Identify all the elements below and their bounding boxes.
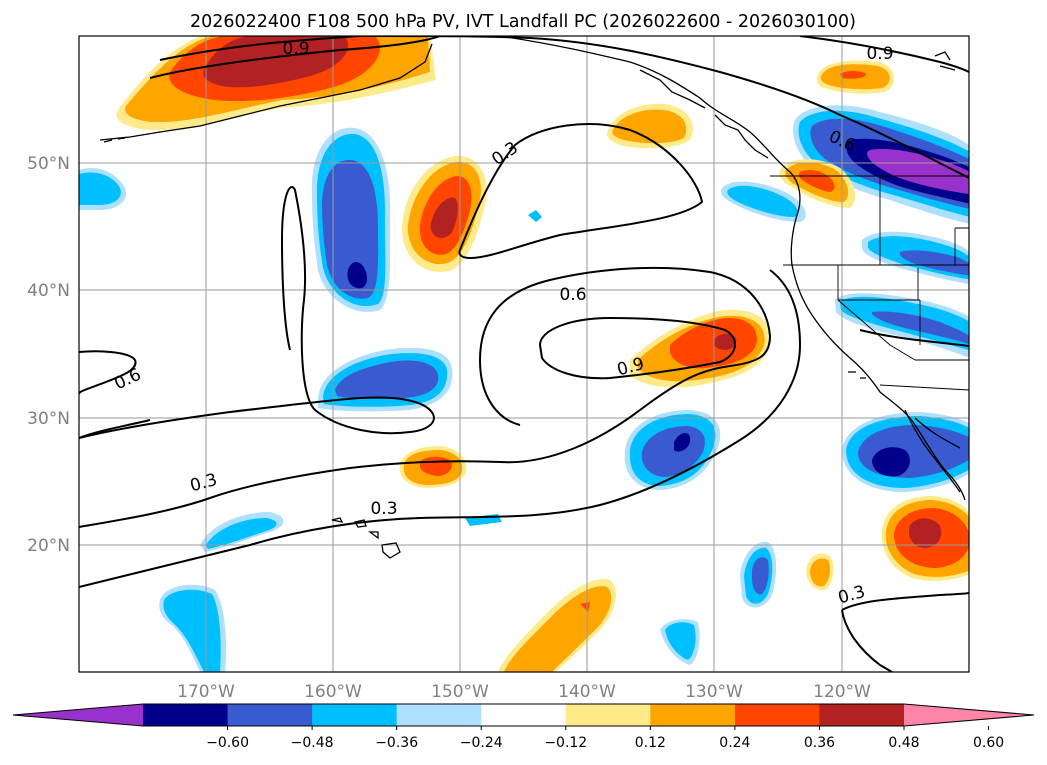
shaded-anomalies xyxy=(79,36,969,672)
x-tick-label: 120°W xyxy=(813,682,871,702)
colorbar-segment xyxy=(734,704,820,726)
x-tick-label: 160°W xyxy=(304,682,362,702)
coastlines xyxy=(99,36,966,559)
colorbar-segment xyxy=(819,704,905,726)
map-content: 0.9 0.3 0.6 0.9 0.6 0.9 0.6 0.3 0.3 0.3 xyxy=(79,36,969,672)
colorbar-tick-label: −0.24 xyxy=(460,735,503,751)
colorbar-segment xyxy=(143,704,229,726)
colorbar-segment xyxy=(396,704,482,726)
anomaly-positive-canada xyxy=(816,60,895,94)
x-tick-label: 130°W xyxy=(685,682,743,702)
colorbar-segment xyxy=(481,704,567,726)
y-tick-label: 50°N xyxy=(27,154,70,174)
colorbar-tick-label: −0.12 xyxy=(544,735,587,751)
anomaly-negative-offshore-bc xyxy=(720,181,806,222)
colorbar-tick-label: 0.12 xyxy=(635,735,666,751)
contour-label: 0.6 xyxy=(559,285,586,305)
contour-label: 0.3 xyxy=(370,499,397,519)
contour-label: 0.9 xyxy=(866,44,893,64)
map-frame xyxy=(78,35,970,673)
anomaly-negative-155w xyxy=(318,347,453,412)
anomaly-negative-133w xyxy=(624,410,721,490)
anomaly-negative-133w-south xyxy=(660,619,700,665)
contours xyxy=(79,36,969,672)
x-tick-label: 170°W xyxy=(177,682,235,702)
anomaly-positive-small-122w xyxy=(806,553,834,591)
colorbar: −0.60 −0.48 −0.36 −0.24 −0.12 0.12 0.24 0.36 0.4… xyxy=(12,703,1035,751)
contour-label: 0.9 xyxy=(282,39,309,59)
colorbar-tick-label: 0.60 xyxy=(973,735,1004,751)
x-axis-labels: 170°W 160°W 150°W 140°W 130°W 120°W xyxy=(177,682,871,702)
colorbar-segment xyxy=(565,704,651,726)
y-tick-label: 20°N xyxy=(27,536,70,556)
anomaly-positive-150w-south xyxy=(399,446,467,488)
colorbar-extend-high xyxy=(904,704,1034,726)
anomaly-positive-bc-coast xyxy=(779,159,856,208)
x-tick-label: 150°W xyxy=(431,682,489,702)
colorbar-tick-label: 0.24 xyxy=(719,735,750,751)
anomaly-negative-127w xyxy=(740,541,777,608)
colorbar-segment xyxy=(227,704,313,726)
anomaly-small-negative xyxy=(528,210,542,222)
colorbar-tick-label: −0.48 xyxy=(291,735,334,751)
anomaly-positive-gulf-alaska xyxy=(606,103,693,149)
anomaly-negative-pacific-nw xyxy=(793,105,969,224)
map-title: 2026022400 F108 500 hPa PV, IVT Landfall… xyxy=(190,12,856,32)
y-tick-label: 30°N xyxy=(27,409,70,429)
anomaly-negative-northwest xyxy=(862,231,969,285)
colorbar-segment xyxy=(312,704,398,726)
colorbar-extend-low xyxy=(13,704,143,726)
anomaly-positive-150w xyxy=(401,155,487,273)
y-axis-labels: 50°N 40°N 30°N 20°N xyxy=(27,154,70,556)
anomaly-negative-dateline xyxy=(79,168,127,210)
y-tick-label: 40°N xyxy=(27,281,70,301)
x-tick-label: 140°W xyxy=(558,682,616,702)
anomaly-negative-168w xyxy=(200,512,284,552)
colorbar-tick-label: 0.48 xyxy=(888,735,919,751)
gridlines xyxy=(79,36,969,672)
political-borders xyxy=(770,175,969,391)
anomaly-negative-160w xyxy=(311,127,391,312)
colorbar-segment xyxy=(650,704,736,726)
colorbar-outline xyxy=(12,703,1035,727)
colorbar-tick-label: −0.60 xyxy=(206,735,249,751)
anomaly-positive-mexico xyxy=(881,496,969,581)
colorbar-tick-label: 0.36 xyxy=(804,735,835,751)
colorbar-tick-label: −0.36 xyxy=(375,735,418,751)
